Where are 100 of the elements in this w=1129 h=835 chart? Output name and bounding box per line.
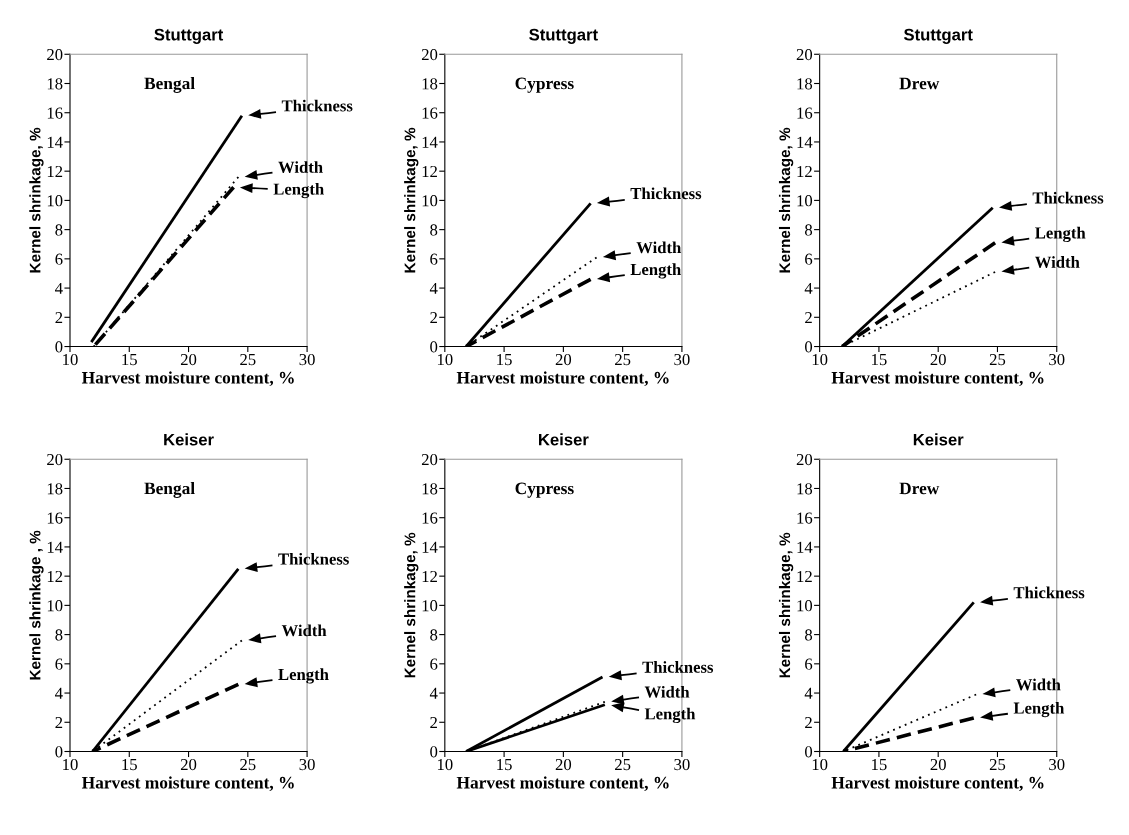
- chart-title: Keiser: [539, 433, 589, 446]
- y-tick-label: 14: [797, 136, 813, 148]
- x-tick-label: 30: [674, 758, 690, 771]
- legend-label: Width: [644, 685, 690, 698]
- y-tick-label: 4: [429, 687, 438, 699]
- y-tick-label: 10: [797, 195, 813, 207]
- legend-label: Width: [278, 161, 323, 173]
- x-tick-label: 20: [180, 353, 197, 366]
- x-tick-label: 20: [930, 353, 946, 366]
- chart-title: Stuttgart: [529, 28, 598, 44]
- y-tick-label: 18: [797, 483, 813, 495]
- legend-label: Thickness: [642, 661, 714, 673]
- x-axis-title: Harvest moisture content, %: [81, 371, 294, 387]
- y-tick-label: 16: [797, 512, 813, 524]
- legend-label: Thickness: [630, 187, 702, 200]
- x-axis-title: Harvest moisture content, %: [456, 371, 669, 387]
- y-axis-title: Kernel shrinkage , %: [29, 530, 44, 680]
- y-tick-label: 20: [421, 453, 438, 466]
- annotation: Drew: [899, 77, 940, 90]
- y-tick-label: 20: [47, 453, 63, 466]
- y-tick-label: 12: [47, 165, 63, 177]
- y-tick-label: 10: [422, 600, 438, 612]
- x-tick-label: 25: [240, 758, 256, 771]
- y-tick-label: 14: [422, 136, 438, 148]
- y-axis-title: Kernel shrinkage, %: [29, 127, 44, 273]
- y-axis-title: Kernel shrinkage, %: [404, 127, 419, 273]
- y-tick-label: 4: [55, 282, 63, 294]
- chart-title: Stuttgart: [154, 28, 224, 44]
- y-tick-label: 8: [805, 224, 813, 236]
- y-tick-label: 8: [430, 224, 438, 236]
- y-tick-label: 2: [430, 312, 437, 324]
- x-axis-title: Harvest moisture content, %: [831, 371, 1044, 387]
- x-tick-label: 30: [1049, 758, 1065, 771]
- x-tick-label: 15: [122, 354, 137, 366]
- x-tick-label: 20: [555, 353, 572, 366]
- y-tick-label: 6: [805, 658, 813, 670]
- legend-label: Width: [281, 624, 327, 637]
- x-axis-title: Harvest moisture content, %: [81, 776, 294, 792]
- y-tick-label: 10: [47, 600, 63, 612]
- annotation: Bengal: [144, 77, 195, 93]
- y-tick-label: 10: [797, 600, 813, 612]
- y-tick-label: 2: [55, 312, 63, 324]
- x-tick-label: 30: [674, 353, 690, 366]
- legend-label: Length: [273, 182, 324, 199]
- y-axis-title: Kernel shrinkage, %: [778, 532, 794, 678]
- legend-label: Length: [644, 707, 696, 724]
- y-tick-label: 6: [55, 253, 63, 265]
- y-tick-label: 18: [422, 78, 438, 90]
- y-tick-label: 20: [421, 48, 438, 61]
- y-tick-label: 2: [430, 717, 437, 729]
- x-tick-label: 20: [930, 758, 946, 771]
- y-tick-label: 8: [55, 629, 63, 641]
- y-tick-label: 20: [796, 453, 813, 466]
- y-tick-label: 14: [422, 541, 438, 553]
- x-axis-title: Harvest moisture content, %: [831, 776, 1044, 792]
- y-tick-label: 16: [47, 512, 63, 524]
- y-tick-label: 2: [55, 717, 63, 729]
- x-tick-label: 15: [497, 354, 512, 366]
- y-tick-label: 10: [422, 195, 438, 207]
- y-tick-label: 6: [430, 658, 438, 670]
- y-tick-label: 14: [47, 136, 63, 148]
- y-tick-label: 16: [422, 512, 438, 524]
- y-tick-label: 0: [430, 341, 438, 353]
- y-tick-label: 12: [422, 165, 437, 177]
- x-tick-label: 30: [299, 758, 315, 771]
- y-tick-label: 2: [805, 312, 812, 324]
- y-tick-label: 16: [422, 107, 438, 119]
- y-tick-label: 18: [797, 78, 813, 90]
- x-tick-label: 25: [240, 354, 256, 366]
- x-tick-label: 15: [122, 759, 137, 771]
- annotation: Cypress: [515, 482, 574, 498]
- chart-title: Keiser: [913, 433, 964, 446]
- legend-label: Width: [636, 241, 682, 254]
- y-tick-label: 18: [47, 78, 63, 90]
- x-tick-label: 20: [555, 758, 572, 771]
- x-tick-label: 30: [1049, 353, 1065, 366]
- x-tick-label: 25: [989, 354, 1006, 366]
- x-tick-label: 15: [497, 759, 512, 771]
- annotation: Cypress: [515, 77, 574, 93]
- chart-title: Stuttgart: [903, 28, 973, 44]
- y-tick-label: 6: [430, 253, 438, 265]
- legend-label: Length: [278, 668, 329, 684]
- y-axis-title: Kernel shrinkage, %: [778, 127, 794, 273]
- legend-label: Thickness: [1032, 191, 1104, 204]
- y-tick-label: 0: [55, 341, 63, 353]
- x-tick-label: 25: [989, 758, 1006, 771]
- y-tick-label: 12: [422, 570, 437, 582]
- y-tick-label: 0: [430, 746, 438, 758]
- y-tick-label: 18: [422, 483, 438, 495]
- x-tick-label: 25: [615, 354, 631, 366]
- y-tick-label: 4: [55, 687, 63, 699]
- y-tick-label: 6: [55, 658, 63, 670]
- legend-label: Length: [1013, 701, 1065, 718]
- y-tick-label: 10: [47, 195, 63, 207]
- x-tick-label: 15: [872, 759, 887, 771]
- y-tick-label: 6: [805, 253, 813, 265]
- y-tick-label: 8: [430, 629, 438, 641]
- x-tick-label: 25: [615, 758, 631, 771]
- y-tick-label: 0: [805, 746, 813, 758]
- y-tick-label: 16: [797, 107, 813, 119]
